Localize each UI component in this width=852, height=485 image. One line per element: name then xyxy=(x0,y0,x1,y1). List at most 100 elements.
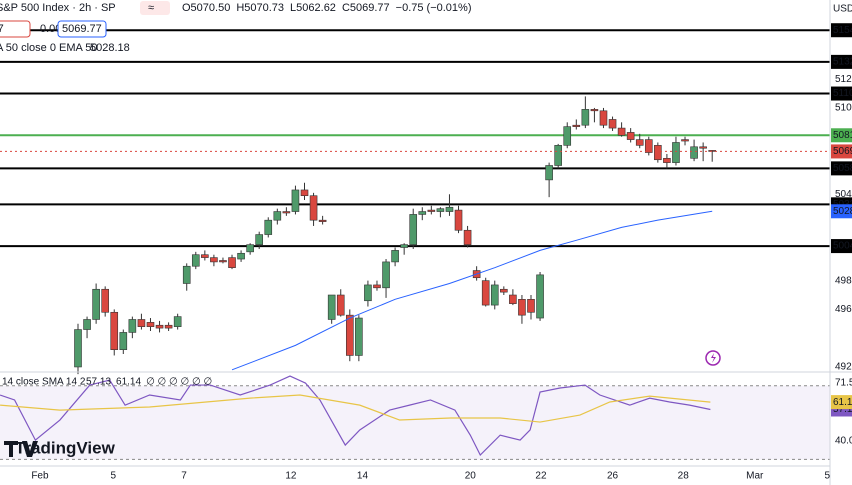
candle-body xyxy=(391,250,399,263)
x-tick-label: 5 xyxy=(824,471,830,482)
empty-values: ∅ ∅ ∅ ∅ ∅ ∅ xyxy=(146,377,212,388)
x-tick-label: 28 xyxy=(678,471,690,482)
x-tick-label: Mar xyxy=(746,471,764,482)
candle-body xyxy=(201,254,209,258)
price-label-box xyxy=(831,395,852,410)
candle-body xyxy=(554,145,562,166)
x-tick-label: 12 xyxy=(285,471,297,482)
candle-body xyxy=(137,319,146,327)
indicator-legend: 14 close SMA 14 2 xyxy=(2,377,86,388)
indicator-value: 57.13 xyxy=(86,377,111,388)
alert-icon[interactable] xyxy=(705,350,721,366)
candle-body xyxy=(110,311,119,350)
y-tick-label: 4920 xyxy=(835,362,852,373)
price-label-box xyxy=(831,144,852,159)
candle-body xyxy=(291,189,300,212)
candle-body xyxy=(228,257,236,268)
rsi-line xyxy=(0,375,711,457)
quote-value: 0.00 xyxy=(40,23,61,35)
candle-body xyxy=(626,132,635,140)
collapse-button[interactable] xyxy=(140,1,170,15)
candle-body xyxy=(255,234,263,245)
price-label: 5069.77 xyxy=(833,146,852,157)
price-label: 5081 xyxy=(833,130,852,141)
quote-value: 5069.77 xyxy=(0,23,4,35)
indicator-value: 61.14 xyxy=(116,377,141,388)
x-tick-label: 14 xyxy=(357,471,369,482)
candle-body xyxy=(355,317,363,356)
y-tick-label: 5120 xyxy=(835,74,852,85)
price-label-box xyxy=(831,128,852,143)
price-label: 61.14 xyxy=(833,397,852,408)
candle-body xyxy=(427,209,436,212)
price-label: 5110 xyxy=(833,88,852,99)
candle-body xyxy=(327,294,336,320)
candle-body xyxy=(264,219,273,235)
candle-body xyxy=(155,324,164,329)
ema-line xyxy=(231,210,713,371)
price-label-box xyxy=(831,204,852,219)
candle-body xyxy=(644,139,653,153)
candle-body xyxy=(273,211,282,221)
candle-body xyxy=(663,157,671,163)
collapse-icon: ≈ xyxy=(148,2,154,14)
plot xyxy=(0,29,830,460)
candle-body xyxy=(173,316,182,327)
candle-body xyxy=(219,260,227,263)
price-label: 5132 xyxy=(833,57,852,68)
quote-button[interactable] xyxy=(0,20,31,38)
ohlc-value: O5070.50 xyxy=(182,2,230,14)
candle-body xyxy=(572,124,581,127)
candle-body xyxy=(436,208,445,212)
price-label-box xyxy=(831,239,852,254)
candle-body xyxy=(672,142,680,163)
logo-text: TradingView xyxy=(15,438,116,457)
sma-line xyxy=(0,394,711,423)
symbol-title[interactable]: S&P 500 Index · 2h · SP xyxy=(0,2,116,14)
price-label-box xyxy=(831,161,852,176)
alert-bolt xyxy=(711,353,716,363)
quote-button[interactable] xyxy=(57,20,107,38)
y-tick-label: 71.5 xyxy=(835,378,852,389)
indicator-value: 5028.18 xyxy=(90,42,130,54)
candle-body xyxy=(364,284,372,302)
candle-body xyxy=(563,126,572,146)
candle-body xyxy=(445,206,454,212)
candle-body xyxy=(382,261,390,289)
price-label: 5058 xyxy=(833,163,852,174)
y-tick-label: 4980 xyxy=(835,275,852,286)
indicator-legend: A 50 close 0 EMA 50 xyxy=(0,42,98,54)
candle-body xyxy=(74,329,82,368)
candle-body xyxy=(509,294,517,304)
quote-value: 5069.77 xyxy=(62,23,102,35)
candle-body xyxy=(500,288,508,293)
candle-body xyxy=(590,109,599,112)
candle-body xyxy=(454,209,463,231)
candle-body xyxy=(282,211,291,214)
candle-body xyxy=(83,319,91,330)
x-tick-label: 22 xyxy=(535,471,547,482)
candle-body xyxy=(128,319,137,333)
price-label-box xyxy=(831,23,852,38)
price-label: 57.13 xyxy=(833,404,852,415)
ohlc-value: H5070.73 xyxy=(236,2,284,14)
y-tick-label: 40.0 xyxy=(835,436,852,447)
candle-body xyxy=(608,119,617,129)
price-label: 5154 xyxy=(833,25,852,36)
candle-body xyxy=(92,288,100,320)
candle-body xyxy=(581,109,590,126)
candle-body xyxy=(300,189,309,197)
candle-body xyxy=(191,254,200,267)
y-tick-label: 5040 xyxy=(835,189,852,200)
candle-body xyxy=(336,294,345,316)
candle-body xyxy=(518,299,526,316)
candle-body xyxy=(309,195,318,221)
candle-body xyxy=(164,324,173,329)
candle-body xyxy=(146,322,155,327)
price-label-box xyxy=(831,54,852,69)
candle-body xyxy=(418,211,427,215)
candle-body xyxy=(182,265,191,284)
